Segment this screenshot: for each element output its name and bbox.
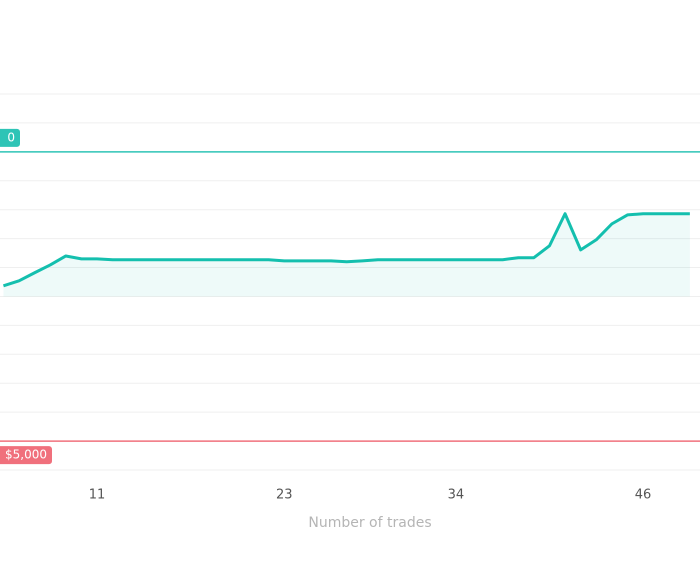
reference-label: 0 xyxy=(0,128,20,147)
reference-label-box xyxy=(0,128,20,147)
reference-label: $5,000 xyxy=(0,446,52,465)
reference-label-text: $5,000 xyxy=(5,448,47,462)
x-tick-label: 46 xyxy=(635,488,652,503)
x-tick-label: 34 xyxy=(448,488,465,503)
area xyxy=(3,213,690,297)
x-tick-label: 11 xyxy=(89,488,106,503)
x-tick-label: 23 xyxy=(276,488,293,503)
reference-label-box xyxy=(0,446,52,465)
line xyxy=(2,212,690,288)
x-axis-title: Number of trades xyxy=(308,515,431,531)
reference-label-text: 0 xyxy=(7,130,15,144)
